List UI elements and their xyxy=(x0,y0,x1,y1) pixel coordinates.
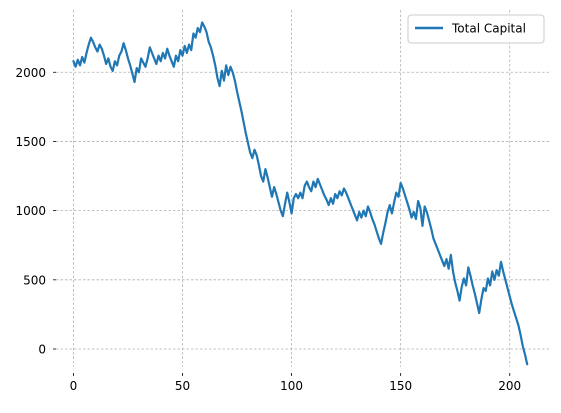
series-layer xyxy=(72,21,529,366)
y-tick-label: 0 xyxy=(38,343,46,357)
y-tick-label: 1000 xyxy=(15,204,46,218)
x-tick-label: 100 xyxy=(280,379,303,393)
x-axis: 0 50 100 150 200 xyxy=(70,373,521,393)
legend-label-total-capital: Total Capital xyxy=(451,22,526,36)
legend-box xyxy=(407,14,545,44)
y-tick-label: 500 xyxy=(23,273,46,287)
y-axis: 0 500 1000 1500 2000 xyxy=(15,66,56,357)
series-line-total-capital xyxy=(72,21,529,366)
y-tick-label: 1500 xyxy=(15,135,46,149)
x-tick-label: 50 xyxy=(175,379,190,393)
x-tick-label: 0 xyxy=(70,379,78,393)
legend: Total Capital xyxy=(407,14,545,44)
x-tick-label: 150 xyxy=(389,379,412,393)
y-tick-label: 2000 xyxy=(15,66,46,80)
x-tick-label: 200 xyxy=(498,379,521,393)
